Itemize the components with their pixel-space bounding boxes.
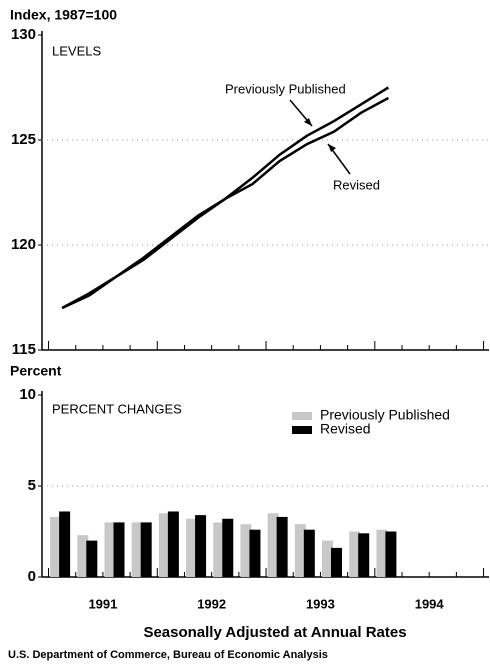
bar: [303, 529, 315, 577]
bar: [113, 522, 125, 577]
x-tick-label: 1993: [306, 596, 335, 611]
bar: [331, 547, 343, 577]
bar: [322, 540, 334, 577]
y-tick-label: 115: [12, 341, 36, 358]
bar: [349, 531, 361, 577]
arrow-head: [304, 118, 312, 126]
bar: [240, 524, 252, 577]
x-tick-label: 1994: [415, 596, 445, 611]
bar: [376, 529, 388, 577]
bar: [77, 535, 89, 577]
y-tick-label: 125: [11, 131, 36, 148]
legend-swatch: [292, 426, 312, 434]
bar: [104, 522, 116, 577]
panel-label: LEVELS: [52, 43, 101, 58]
bar: [358, 533, 370, 577]
bar: [186, 518, 198, 577]
bar: [195, 515, 207, 577]
bar: [385, 531, 397, 577]
bar: [59, 511, 71, 577]
y-axis-title: Index, 1987=100: [10, 7, 117, 23]
annotation: Revised: [333, 177, 380, 192]
bar: [249, 529, 261, 577]
source: U.S. Department of Commerce, Bureau of E…: [8, 649, 328, 661]
y-tick-label: 0: [28, 568, 36, 585]
legend-label: Previously Published: [320, 407, 450, 423]
bar: [50, 516, 62, 577]
bar: [167, 511, 179, 577]
bar: [267, 513, 279, 577]
legend-swatch: [292, 412, 312, 420]
bar: [140, 522, 152, 577]
y-tick-label: 10: [19, 386, 36, 403]
y-tick-label: 120: [11, 236, 36, 253]
line-series: [61, 96, 389, 310]
bar: [213, 522, 225, 577]
bar: [86, 540, 98, 577]
annotation: Previously Published: [225, 81, 346, 96]
y-tick-label: 5: [28, 477, 36, 494]
bar: [276, 516, 288, 577]
legend-label: Revised: [320, 421, 371, 437]
y-axis-title: Percent: [10, 363, 62, 379]
bar: [158, 513, 170, 577]
x-tick-label: 1992: [197, 596, 226, 611]
bar: [131, 522, 143, 577]
bar: [222, 518, 234, 577]
x-tick-label: 1991: [88, 596, 117, 611]
arrow-head: [328, 144, 336, 152]
bar: [294, 524, 306, 577]
y-tick-label: 130: [11, 26, 36, 43]
panel-label: PERCENT CHANGES: [52, 401, 182, 416]
x-axis-title: Seasonally Adjusted at Annual Rates: [143, 624, 406, 641]
